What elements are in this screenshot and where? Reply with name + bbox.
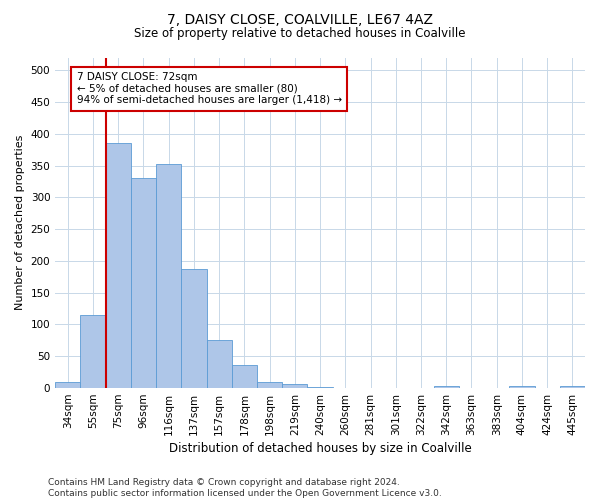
Bar xyxy=(509,386,535,388)
Bar xyxy=(80,315,106,388)
Bar xyxy=(55,382,80,388)
Text: 7, DAISY CLOSE, COALVILLE, LE67 4AZ: 7, DAISY CLOSE, COALVILLE, LE67 4AZ xyxy=(167,12,433,26)
Bar xyxy=(106,144,131,388)
Bar xyxy=(131,178,156,388)
Bar xyxy=(232,364,257,388)
X-axis label: Distribution of detached houses by size in Coalville: Distribution of detached houses by size … xyxy=(169,442,472,455)
Text: 7 DAISY CLOSE: 72sqm
← 5% of detached houses are smaller (80)
94% of semi-detach: 7 DAISY CLOSE: 72sqm ← 5% of detached ho… xyxy=(77,72,342,106)
Bar xyxy=(560,386,585,388)
Y-axis label: Number of detached properties: Number of detached properties xyxy=(15,135,25,310)
Bar xyxy=(156,164,181,388)
Bar xyxy=(282,384,307,388)
Bar xyxy=(206,340,232,388)
Text: Contains HM Land Registry data © Crown copyright and database right 2024.
Contai: Contains HM Land Registry data © Crown c… xyxy=(48,478,442,498)
Bar xyxy=(181,268,206,388)
Bar xyxy=(434,386,459,388)
Text: Size of property relative to detached houses in Coalville: Size of property relative to detached ho… xyxy=(134,28,466,40)
Bar xyxy=(257,382,282,388)
